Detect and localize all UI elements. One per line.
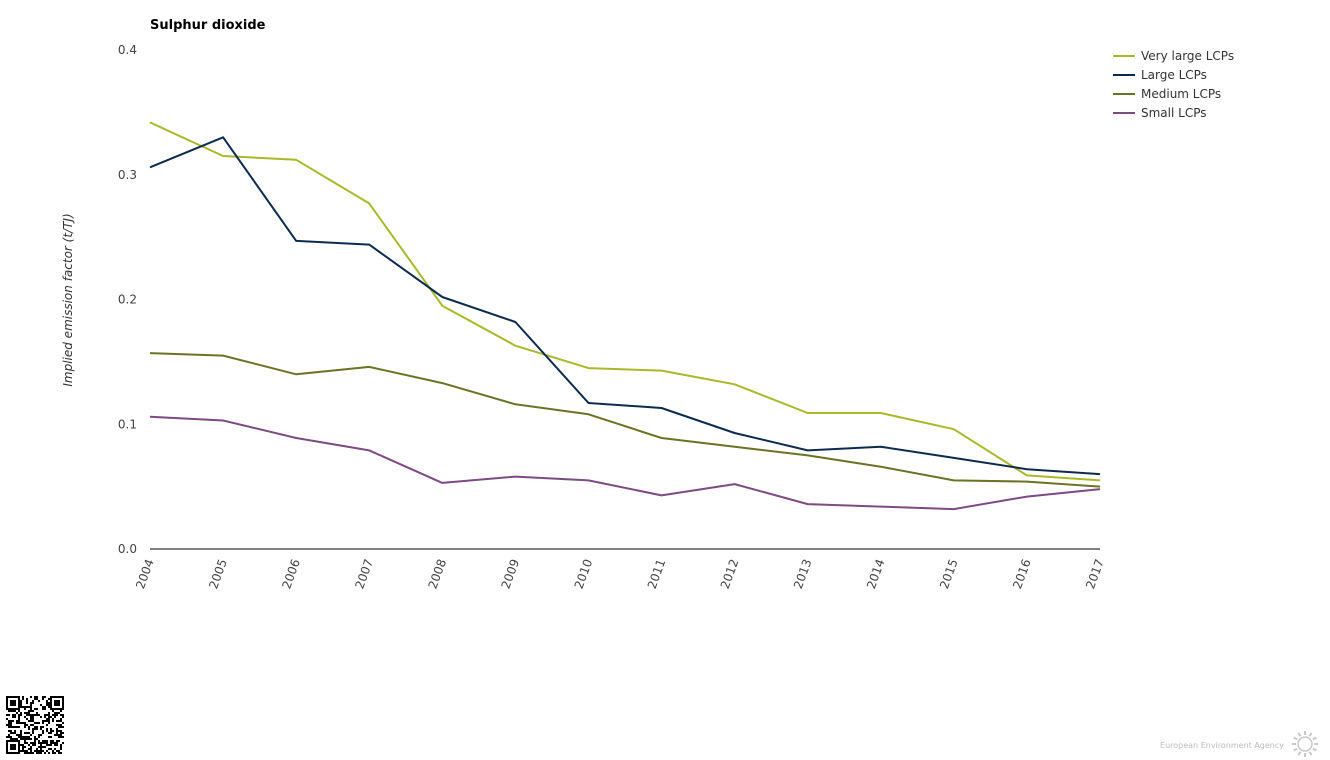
x-tick-label: 2013 — [791, 557, 815, 590]
y-axis-title: Implied emission factor (t/TJ) — [61, 213, 75, 386]
series-line-large-lcps — [150, 137, 1100, 474]
legend-label: Large LCPs — [1141, 68, 1207, 82]
agency-name: European Environment Agency — [1160, 741, 1284, 750]
y-tick-label: 0.2 — [118, 293, 137, 307]
sun-icon — [1292, 731, 1318, 757]
y-tick-label: 0.4 — [118, 43, 137, 57]
x-tick-label: 2008 — [426, 557, 450, 590]
chart-title: Sulphur dioxide — [150, 18, 266, 33]
x-tick-label: 2005 — [206, 557, 230, 590]
x-tick-label: 2006 — [279, 557, 303, 590]
y-axis-ticks: 0.0 0.1 0.2 0.3 0.4 — [118, 43, 137, 556]
x-tick-label: 2009 — [499, 557, 523, 590]
x-axis-ticks: 2004 2005 2006 2007 2008 2009 2010 2011 2012 2013… — [133, 557, 1107, 590]
legend-label: Medium LCPs — [1141, 87, 1221, 101]
x-tick-label: 2004 — [133, 557, 157, 590]
legend: Very large LCPs Large LCPs Medium LCPs Smal… — [1113, 49, 1234, 120]
x-tick-label: 2010 — [572, 557, 596, 590]
legend-label: Small LCPs — [1141, 106, 1206, 120]
x-tick-label: 2011 — [645, 557, 669, 590]
y-tick-label: 0.3 — [118, 168, 137, 182]
legend-label: Very large LCPs — [1141, 49, 1234, 63]
x-tick-label: 2015 — [937, 557, 961, 590]
y-tick-label: 0.1 — [118, 417, 137, 431]
y-tick-label: 0.0 — [118, 542, 137, 556]
x-tick-label: 2016 — [1010, 557, 1034, 590]
x-tick-label: 2007 — [352, 557, 376, 590]
x-tick-label: 2014 — [864, 557, 888, 590]
series-line-medium-lcps — [150, 353, 1100, 487]
x-tick-label: 2017 — [1083, 557, 1107, 590]
qr-code — [6, 696, 64, 754]
x-tick-label: 2012 — [718, 557, 742, 590]
eea-logo: European Environment Agency — [1160, 731, 1318, 757]
series-lines — [150, 122, 1100, 509]
